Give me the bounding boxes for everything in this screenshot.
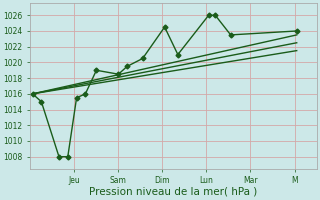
X-axis label: Pression niveau de la mer( hPa ): Pression niveau de la mer( hPa ) [89,187,258,197]
